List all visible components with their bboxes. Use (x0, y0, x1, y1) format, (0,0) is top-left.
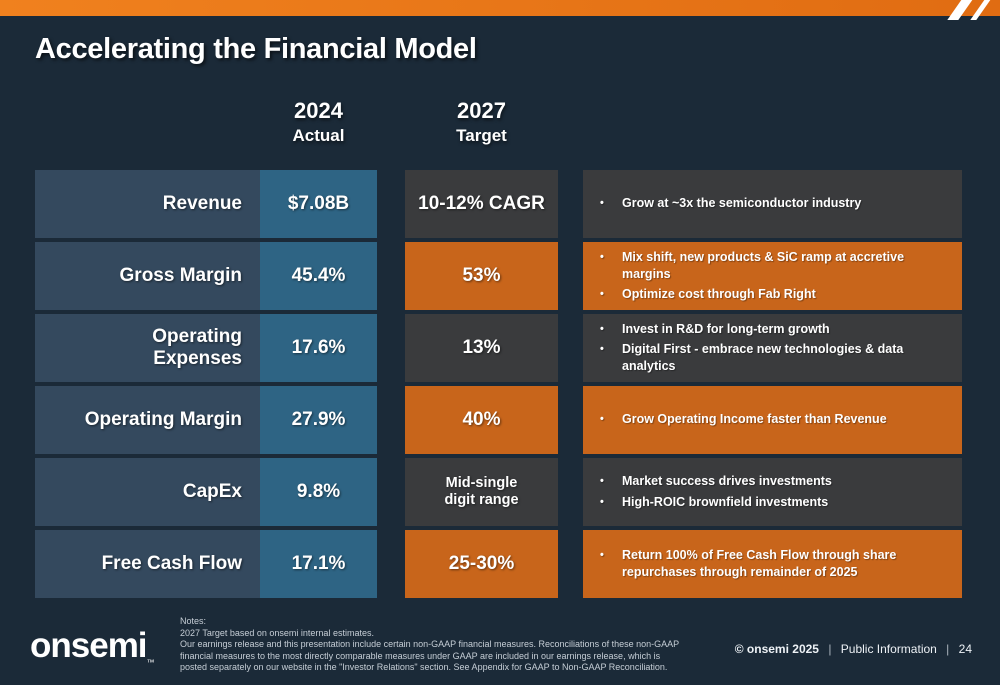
separator: | (828, 642, 832, 656)
target-value: 40% (405, 386, 558, 454)
bullet-dot: • (600, 549, 604, 562)
bullet-text: Market success drives investments (622, 474, 832, 489)
row-notes: • Mix shift, new products & SiC ramp at … (583, 242, 962, 310)
column-header-2024-actual: 2024 Actual (260, 97, 377, 146)
bullet-dot: • (600, 413, 604, 426)
actual-value: 17.6% (260, 314, 377, 382)
logo-text: onsemi (30, 626, 148, 665)
table-row-operating-expenses: Operating Expenses 17.6% 13% • Invest in… (35, 314, 962, 382)
row-label: CapEx (35, 458, 260, 526)
bullet-dot: • (600, 287, 604, 300)
bullet-item: • Grow Operating Income faster than Reve… (595, 411, 950, 428)
bullet-item: • Return 100% of Free Cash Flow through … (595, 547, 950, 581)
page-title: Accelerating the Financial Model (35, 33, 477, 65)
bullet-item: • Invest in R&D for long-term growth (595, 321, 950, 338)
diagonal-slash-icon (970, 0, 992, 20)
onsemi-logo: onsemi™ (30, 626, 155, 667)
table-row-gross-margin: Gross Margin 45.4% 53% • Mix shift, new … (35, 242, 962, 310)
classification-text: Public Information (840, 642, 937, 656)
table-row-operating-margin: Operating Margin 27.9% 40% • Grow Operat… (35, 386, 962, 454)
row-notes: • Grow at ~3x the semiconductor industry (583, 170, 962, 238)
bullet-item: • Market success drives investments (595, 473, 950, 490)
actual-value: 17.1% (260, 530, 377, 598)
bullet-item: • Mix shift, new products & SiC ramp at … (595, 249, 950, 283)
bullet-text: Invest in R&D for long-term growth (622, 322, 830, 337)
table-row-capex: CapEx 9.8% Mid-single digit range • Mark… (35, 458, 962, 526)
actual-value: 9.8% (260, 458, 377, 526)
bullet-dot: • (600, 323, 604, 336)
target-value: 10-12% CAGR (405, 170, 558, 238)
footnote-line: financial measures to the most directly … (180, 650, 661, 661)
target-value: 25-30% (405, 530, 558, 598)
top-accent-bar (0, 0, 1000, 20)
row-notes: • Market success drives investments • Hi… (583, 458, 962, 526)
target-value: 53% (405, 242, 558, 310)
row-label: Free Cash Flow (35, 530, 260, 598)
bullet-dot: • (600, 343, 604, 356)
row-notes: • Return 100% of Free Cash Flow through … (583, 530, 962, 598)
bullet-text: Grow at ~3x the semiconductor industry (622, 196, 862, 211)
actual-value: 45.4% (260, 242, 377, 310)
copyright-text: © onsemi 2025 (734, 642, 819, 656)
row-label: Revenue (35, 170, 260, 238)
row-label: Operating Expenses (35, 314, 260, 382)
footnote-line: 2027 Target based on onsemi internal est… (180, 627, 374, 638)
column-label: Actual (292, 125, 345, 145)
bullet-dot: • (600, 495, 604, 508)
bullet-text: Return 100% of Free Cash Flow through sh… (622, 548, 897, 579)
target-value: Mid-single digit range (405, 458, 558, 526)
separator: | (946, 642, 950, 656)
footnotes: Notes: 2027 Target based on onsemi inter… (180, 616, 679, 674)
target-value: 13% (405, 314, 558, 382)
bullet-text: Grow Operating Income faster than Revenu… (622, 412, 887, 427)
column-header-2027-target: 2027 Target (405, 97, 558, 146)
bullet-item: • High-ROIC brownfield investments (595, 494, 950, 511)
column-year: 2027 (457, 98, 506, 123)
diagonal-slash-icon (947, 0, 974, 20)
footnote-line: Notes: (180, 616, 207, 626)
row-label: Gross Margin (35, 242, 260, 310)
bullet-dot: • (600, 197, 604, 210)
footer-meta: © onsemi 2025 | Public Information | 24 (735, 642, 972, 656)
bullet-item: • Optimize cost through Fab Right (595, 286, 950, 303)
financial-model-table: Revenue $7.08B 10-12% CAGR • Grow at ~3x… (35, 170, 962, 602)
bullet-text: Digital First - embrace new technologies… (622, 342, 904, 374)
footnote-line: posted separately on our website in the … (180, 662, 668, 672)
bullet-item: • Grow at ~3x the semiconductor industry (595, 195, 950, 212)
row-notes: • Invest in R&D for long-term growth • D… (583, 314, 962, 382)
actual-value: $7.08B (260, 170, 377, 238)
table-row-revenue: Revenue $7.08B 10-12% CAGR • Grow at ~3x… (35, 170, 962, 238)
column-label: Target (456, 125, 507, 145)
bullet-dot: • (600, 251, 604, 264)
trademark-symbol: ™ (146, 658, 155, 667)
page-number: 24 (958, 642, 972, 656)
actual-value: 27.9% (260, 386, 377, 454)
bullet-text: Optimize cost through Fab Right (622, 286, 816, 301)
footnote-line: Our earnings release and this presentati… (180, 639, 680, 649)
bullet-text: Mix shift, new products & SiC ramp at ac… (622, 250, 905, 281)
bullet-item: • Digital First - embrace new technologi… (595, 341, 950, 375)
bullet-dot: • (600, 475, 604, 488)
row-notes: • Grow Operating Income faster than Reve… (583, 386, 962, 454)
column-year: 2024 (294, 98, 343, 123)
table-row-free-cash-flow: Free Cash Flow 17.1% 25-30% • Return 100… (35, 530, 962, 598)
bullet-text: High-ROIC brownfield investments (622, 494, 829, 509)
row-label: Operating Margin (35, 386, 260, 454)
